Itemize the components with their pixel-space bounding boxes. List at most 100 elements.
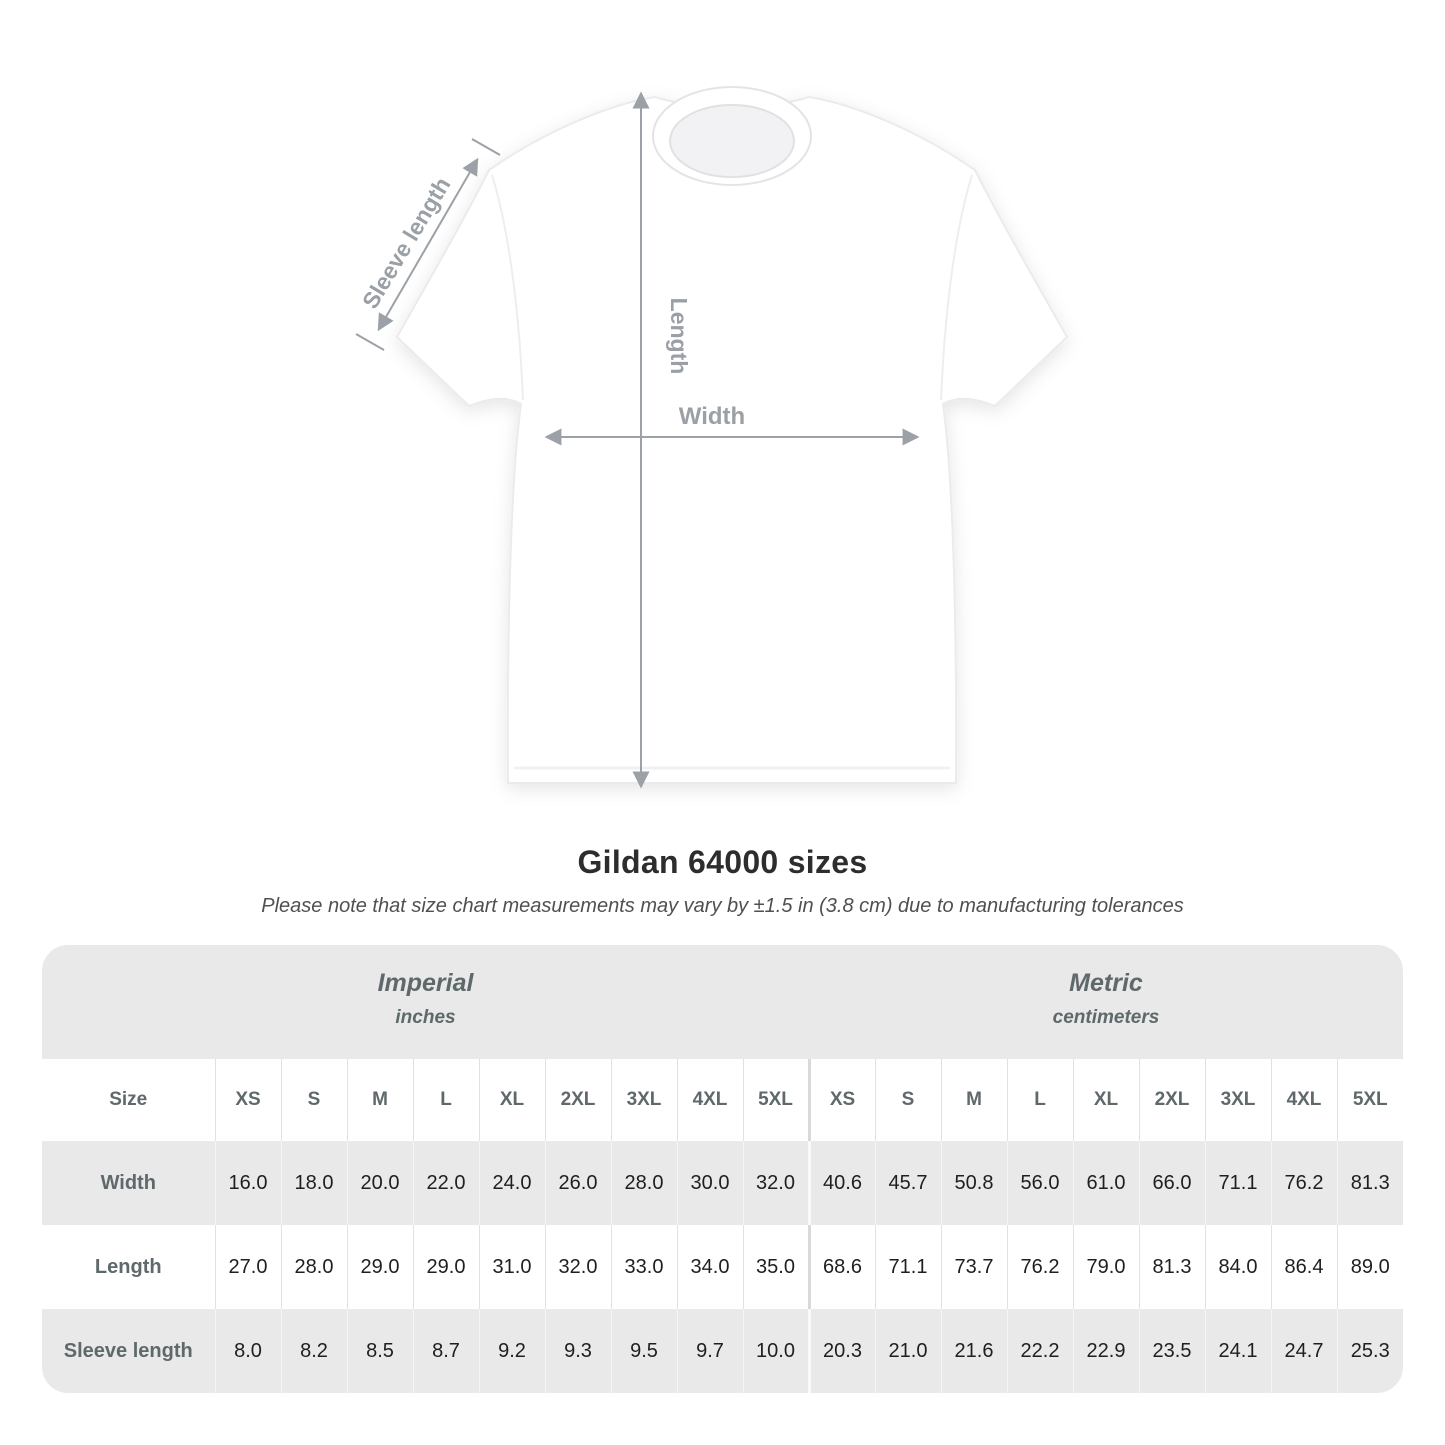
measurement-cell: 21.0 xyxy=(874,1309,941,1393)
measurement-cell: 34.0 xyxy=(676,1225,743,1309)
measurement-cell: 28.0 xyxy=(280,1225,347,1309)
measurement-cell: 23.5 xyxy=(1138,1309,1205,1393)
size-col-header: XS xyxy=(807,1059,875,1141)
measurement-cell: 22.0 xyxy=(412,1141,479,1225)
measurement-cell: 32.0 xyxy=(742,1141,809,1225)
imperial-unit: inches xyxy=(395,1006,456,1028)
measurement-cell: 25.3 xyxy=(1336,1309,1403,1393)
sleeve-arrow-top-tick xyxy=(471,138,501,156)
tshirt-body-shape xyxy=(395,95,1069,784)
page-title: Gildan 64000 sizes xyxy=(577,844,868,880)
measurement-cell: 71.1 xyxy=(874,1225,941,1309)
row-label: Width xyxy=(42,1141,215,1225)
width-row: Width 16.0 18.0 20.0 22.0 24.0 26.0 28.0… xyxy=(42,1141,1403,1225)
measurement-cell: 9.5 xyxy=(610,1309,677,1393)
measurement-cell: 8.5 xyxy=(346,1309,413,1393)
measurement-cell: 8.0 xyxy=(214,1309,281,1393)
measurement-cell: 30.0 xyxy=(676,1141,743,1225)
size-col-header: 4XL xyxy=(676,1059,743,1141)
row-label: Length xyxy=(42,1225,215,1309)
measurement-cell: 26.0 xyxy=(544,1141,611,1225)
measurement-cell: 29.0 xyxy=(346,1225,413,1309)
tshirt-diagram-svg: Sleeve length Length Width xyxy=(355,86,1069,789)
size-header-row: Size XS S M L XL 2XL 3XL 4XL 5XL XS S M … xyxy=(42,1059,1403,1141)
size-col-header: 2XL xyxy=(544,1059,611,1141)
measurement-cell: 9.7 xyxy=(676,1309,743,1393)
measurement-cell: 61.0 xyxy=(1072,1141,1139,1225)
measurement-cell: 33.0 xyxy=(610,1225,677,1309)
size-col-header: XL xyxy=(478,1059,545,1141)
measurement-cell: 31.0 xyxy=(478,1225,545,1309)
length-label: Length xyxy=(666,298,692,375)
tshirt-graphic xyxy=(395,86,1069,784)
metric-unit: centimeters xyxy=(1052,1006,1160,1028)
measurement-cell: 24.1 xyxy=(1204,1309,1271,1393)
measurement-cell: 89.0 xyxy=(1336,1225,1403,1309)
imperial-title: Imperial xyxy=(377,968,474,997)
size-col-header: 3XL xyxy=(1204,1059,1271,1141)
measurement-cell: 9.2 xyxy=(478,1309,545,1393)
size-header: Size xyxy=(42,1059,215,1141)
measurement-cell: 32.0 xyxy=(544,1225,611,1309)
size-col-header: 2XL xyxy=(1138,1059,1205,1141)
title-block: Gildan 64000 sizes Please note that size… xyxy=(0,844,1445,918)
measurement-cell: 9.3 xyxy=(544,1309,611,1393)
measurement-cell: 8.7 xyxy=(412,1309,479,1393)
measurement-cell: 56.0 xyxy=(1006,1141,1073,1225)
measurement-cell: 79.0 xyxy=(1072,1225,1139,1309)
measurement-cell: 68.6 xyxy=(807,1225,875,1309)
measurement-cell: 35.0 xyxy=(742,1225,809,1309)
size-col-header: L xyxy=(1006,1059,1073,1141)
measurement-cell: 84.0 xyxy=(1204,1225,1271,1309)
tshirt-measurement-diagram: Sleeve length Length Width xyxy=(355,86,1069,789)
measurement-cell: 73.7 xyxy=(940,1225,1007,1309)
measurement-cell: 29.0 xyxy=(412,1225,479,1309)
metric-group-header: Metric centimeters xyxy=(809,945,1403,1059)
size-col-header: 5XL xyxy=(1336,1059,1403,1141)
size-table-container: Imperial inches Metric centimeters Size … xyxy=(42,945,1403,1393)
measurement-cell: 20.0 xyxy=(346,1141,413,1225)
size-col-header: XL xyxy=(1072,1059,1139,1141)
measurement-cell: 16.0 xyxy=(214,1141,281,1225)
measurement-cell: 50.8 xyxy=(940,1141,1007,1225)
collar-opening xyxy=(669,104,795,178)
measurement-cell: 81.3 xyxy=(1336,1141,1403,1225)
measurement-cell: 18.0 xyxy=(280,1141,347,1225)
measurement-cell: 21.6 xyxy=(940,1309,1007,1393)
size-table: Imperial inches Metric centimeters Size … xyxy=(42,945,1403,1393)
sleeve-length-arrow xyxy=(377,157,479,332)
measurement-cell: 40.6 xyxy=(807,1141,875,1225)
measurement-cell: 28.0 xyxy=(610,1141,677,1225)
left-sleeve-seam xyxy=(491,174,524,401)
size-col-header: M xyxy=(346,1059,413,1141)
measurement-cell: 20.3 xyxy=(807,1309,875,1393)
size-col-header: S xyxy=(280,1059,347,1141)
size-col-header: 5XL xyxy=(742,1059,809,1141)
size-col-header: L xyxy=(412,1059,479,1141)
metric-title: Metric xyxy=(1069,968,1143,997)
size-col-header: XS xyxy=(214,1059,281,1141)
row-label: Sleeve length xyxy=(42,1309,215,1393)
measurement-cell: 81.3 xyxy=(1138,1225,1205,1309)
measurement-cell: 76.2 xyxy=(1006,1225,1073,1309)
size-col-header: M xyxy=(940,1059,1007,1141)
sleeve-length-row: Sleeve length 8.0 8.2 8.5 8.7 9.2 9.3 9.… xyxy=(42,1309,1403,1393)
measurement-cell: 76.2 xyxy=(1270,1141,1337,1225)
measurement-arrows xyxy=(355,91,920,789)
measurement-cell: 24.7 xyxy=(1270,1309,1337,1393)
tolerance-note: Please note that size chart measurements… xyxy=(261,895,1184,917)
measurement-cell: 71.1 xyxy=(1204,1141,1271,1225)
imperial-group-header: Imperial inches xyxy=(42,945,809,1059)
unit-group-header-row: Imperial inches Metric centimeters xyxy=(42,945,1403,1059)
sleeve-arrow-bottom-tick xyxy=(355,333,385,351)
width-label: Width xyxy=(679,403,745,430)
measurement-cell: 24.0 xyxy=(478,1141,545,1225)
measurement-cell: 22.9 xyxy=(1072,1309,1139,1393)
measurement-cell: 22.2 xyxy=(1006,1309,1073,1393)
measurement-cell: 66.0 xyxy=(1138,1141,1205,1225)
measurement-cell: 8.2 xyxy=(280,1309,347,1393)
right-sleeve-seam xyxy=(940,174,973,401)
size-col-header: S xyxy=(874,1059,941,1141)
measurement-cell: 27.0 xyxy=(214,1225,281,1309)
